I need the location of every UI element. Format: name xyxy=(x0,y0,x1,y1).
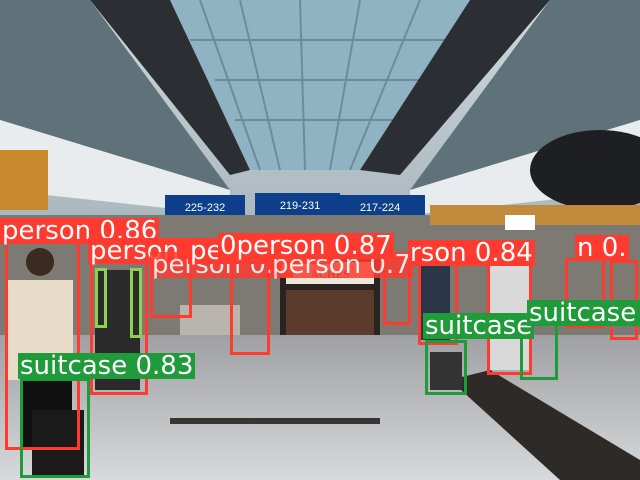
suitcase-box xyxy=(20,378,90,478)
detection-label-suitcase: suitcase xyxy=(423,311,535,341)
suitcase-box xyxy=(95,268,107,328)
suitcase-box xyxy=(425,340,467,395)
svg-text:217-224: 217-224 xyxy=(360,202,400,214)
detection-label-person: 0person 0.87 xyxy=(218,231,394,261)
svg-text:219-231: 219-231 xyxy=(280,200,320,212)
detection-label-suitcase: suitcase 0.7 xyxy=(527,300,640,326)
suitcase-box xyxy=(130,268,142,338)
detection-label-person: n 0. xyxy=(575,233,629,263)
detection-label-suitcase: suitcase 0.83 xyxy=(18,351,196,381)
svg-text:225-232: 225-232 xyxy=(185,202,225,214)
detection-label-person: rson 0.84 xyxy=(408,238,535,268)
